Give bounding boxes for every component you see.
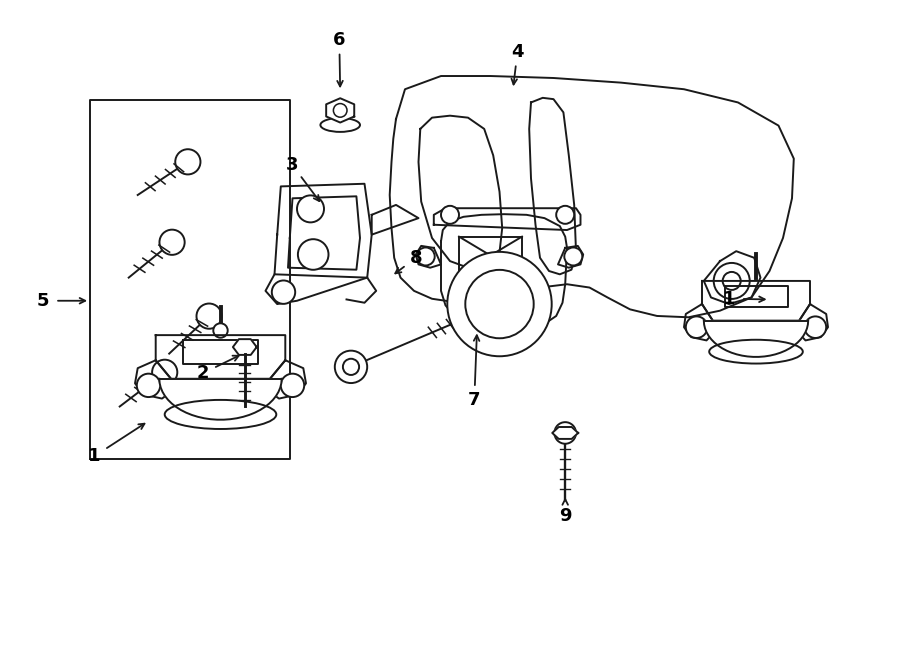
- Circle shape: [298, 239, 328, 270]
- Text: 9: 9: [559, 506, 572, 525]
- Polygon shape: [704, 321, 808, 357]
- Polygon shape: [274, 184, 372, 278]
- Circle shape: [176, 149, 201, 175]
- Polygon shape: [434, 208, 580, 230]
- Circle shape: [213, 323, 228, 338]
- Polygon shape: [799, 304, 828, 340]
- Circle shape: [335, 350, 367, 383]
- Text: 8: 8: [410, 249, 422, 267]
- Circle shape: [686, 317, 707, 338]
- Text: 3: 3: [286, 156, 299, 175]
- Polygon shape: [704, 251, 760, 304]
- Ellipse shape: [709, 340, 803, 364]
- Circle shape: [281, 373, 304, 397]
- Polygon shape: [441, 214, 567, 329]
- Circle shape: [805, 317, 826, 338]
- Polygon shape: [326, 98, 355, 122]
- Circle shape: [556, 206, 574, 224]
- Polygon shape: [390, 76, 794, 317]
- Polygon shape: [416, 246, 441, 268]
- Text: 4: 4: [511, 42, 524, 61]
- Text: 6: 6: [333, 30, 346, 49]
- Polygon shape: [159, 379, 282, 420]
- Polygon shape: [558, 246, 583, 268]
- Polygon shape: [372, 205, 418, 235]
- Ellipse shape: [320, 118, 360, 132]
- Circle shape: [714, 263, 750, 299]
- Polygon shape: [553, 427, 578, 439]
- Circle shape: [196, 303, 221, 329]
- Circle shape: [297, 196, 324, 222]
- Circle shape: [137, 373, 160, 397]
- Polygon shape: [135, 360, 171, 399]
- Text: 1: 1: [723, 290, 735, 308]
- Polygon shape: [702, 281, 810, 321]
- Text: 2: 2: [196, 364, 209, 383]
- Circle shape: [159, 229, 184, 255]
- Circle shape: [447, 252, 552, 356]
- Circle shape: [554, 422, 576, 444]
- Polygon shape: [684, 304, 713, 340]
- Circle shape: [417, 247, 435, 266]
- Circle shape: [152, 360, 177, 385]
- Text: 5: 5: [37, 292, 50, 310]
- Ellipse shape: [165, 400, 276, 429]
- Circle shape: [564, 247, 582, 266]
- Polygon shape: [233, 339, 256, 355]
- Text: 7: 7: [468, 391, 481, 409]
- Polygon shape: [270, 360, 306, 399]
- Circle shape: [441, 206, 459, 224]
- Polygon shape: [156, 335, 285, 379]
- Text: 1: 1: [88, 447, 101, 465]
- Circle shape: [272, 280, 295, 304]
